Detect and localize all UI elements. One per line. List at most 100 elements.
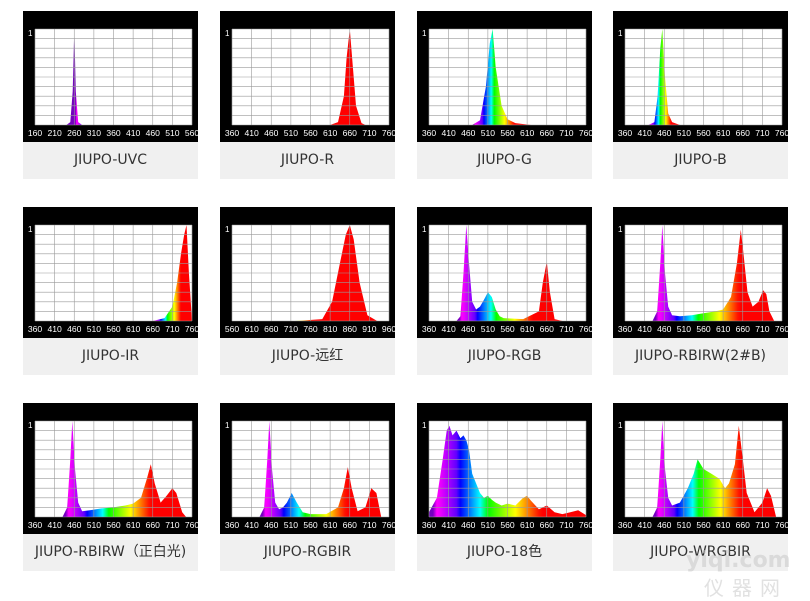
x-tick-label: 610 <box>126 324 141 334</box>
x-tick-label: 510 <box>677 520 692 530</box>
spectrum-plot: 1 360 410 460 510 560 610 660 710 760 <box>417 403 592 534</box>
x-tick-label: 710 <box>755 520 770 530</box>
x-tick-label: 560 <box>500 520 515 530</box>
spectrum-card: 1 360 410 460 510 560 610 660 710 760 JIUPO-RGB <box>417 207 592 375</box>
x-tick-label: 360 <box>618 128 633 138</box>
x-tick-label: 560 <box>303 128 318 138</box>
y-tick-label: 1 <box>225 29 230 38</box>
chart-title: JIUPO-UVC <box>73 152 147 168</box>
x-tick-label: 510 <box>165 128 180 138</box>
x-tick-label: 310 <box>87 128 102 138</box>
chart-title: JIUPO-R <box>280 152 335 168</box>
x-tick-label: 510 <box>481 128 496 138</box>
spectrum-area <box>472 29 531 125</box>
x-tick-label: 460 <box>264 128 279 138</box>
spectrum-plot: 1 360 410 460 510 560 610 660 710 760 <box>23 403 198 534</box>
spectrum-card: 1 360 410 460 510 560 610 660 710 760 JIUPO-RGBIR <box>220 403 395 571</box>
chart-title: JIUPO-18色 <box>466 544 543 560</box>
x-tick-label: 760 <box>185 520 198 530</box>
x-tick-label: 660 <box>736 520 751 530</box>
spectrum-card: 1 360 410 460 510 560 610 660 710 760 JIUPO-18色 <box>417 403 592 571</box>
spectrum-plot: 1 360 410 460 510 560 610 660 710 760 <box>23 207 198 338</box>
spectrum-area <box>294 225 378 321</box>
spectrum-area <box>152 225 192 321</box>
x-tick-label: 760 <box>303 324 318 334</box>
x-tick-label: 760 <box>775 324 788 334</box>
x-tick-label: 610 <box>520 128 535 138</box>
x-tick-label: 560 <box>500 324 515 334</box>
spectrum-card: 1 160 210 260 310 360 410 460 510 560 JIUPO-UVC <box>23 11 198 179</box>
x-tick-label: 810 <box>323 324 338 334</box>
x-tick-label: 760 <box>579 324 592 334</box>
spectrum-card: 1 360 410 460 510 560 610 660 710 760 JIUPO-RBIRW（… <box>23 403 198 571</box>
y-tick-label: 1 <box>618 225 623 234</box>
x-tick-label: 760 <box>775 128 788 138</box>
x-tick-label: 610 <box>323 128 338 138</box>
x-tick-label: 360 <box>422 324 437 334</box>
x-tick-label: 710 <box>284 324 299 334</box>
x-tick-label: 910 <box>362 324 377 334</box>
x-tick-label: 410 <box>47 324 62 334</box>
x-tick-label: 660 <box>343 128 358 138</box>
spectrum-card: 1 360 410 460 510 560 610 660 710 760 JIUPO-G <box>417 11 592 179</box>
x-tick-label: 360 <box>618 324 633 334</box>
x-tick-label: 760 <box>382 128 395 138</box>
x-tick-label: 710 <box>362 128 377 138</box>
x-tick-label: 560 <box>500 128 515 138</box>
chart-title: JIUPO-RGB <box>467 348 542 364</box>
x-tick-label: 410 <box>47 520 62 530</box>
spectrum-plot: 1 360 410 460 510 560 610 660 710 760 <box>613 207 788 338</box>
spectrum-svg: 1 160 210 260 310 360 410 460 510 560 <box>28 28 198 138</box>
chart-title: JIUPO-远红 <box>271 348 344 364</box>
x-tick-label: 960 <box>382 324 395 334</box>
x-tick-label: 510 <box>677 324 692 334</box>
spectrum-plot: 1 160 210 260 310 360 410 460 510 560 <box>23 11 198 142</box>
x-tick-label: 360 <box>106 128 121 138</box>
x-tick-label: 660 <box>540 128 555 138</box>
x-tick-label: 610 <box>244 324 259 334</box>
x-tick-label: 460 <box>67 520 82 530</box>
x-tick-label: 410 <box>637 520 652 530</box>
x-tick-label: 460 <box>264 520 279 530</box>
x-tick-label: 460 <box>67 324 82 334</box>
x-tick-label: 510 <box>284 520 299 530</box>
spectrum-svg: 1 360 410 460 510 560 610 660 710 760 <box>618 28 788 138</box>
x-tick-label: 610 <box>520 324 535 334</box>
spectrum-area <box>652 421 777 517</box>
x-tick-label: 760 <box>382 520 395 530</box>
x-tick-label: 360 <box>28 520 43 530</box>
x-tick-label: 410 <box>441 324 456 334</box>
x-tick-label: 610 <box>323 520 338 530</box>
x-tick-label: 760 <box>775 520 788 530</box>
spectrum-svg: 1 360 410 460 510 560 610 660 710 760 <box>618 224 788 334</box>
x-tick-label: 560 <box>106 520 121 530</box>
x-tick-label: 660 <box>540 324 555 334</box>
x-tick-label: 360 <box>225 520 240 530</box>
x-tick-label: 210 <box>47 128 62 138</box>
y-tick-label: 1 <box>225 421 230 430</box>
x-tick-label: 860 <box>343 324 358 334</box>
spectrum-card: 1 560 610 660 710 760 810 860 910 960 JIUPO-远红 <box>220 207 395 375</box>
y-tick-label: 1 <box>618 29 623 38</box>
x-tick-label: 560 <box>696 520 711 530</box>
spectrum-card: 1 360 410 460 510 560 610 660 710 760 JIUPO-R <box>220 11 395 179</box>
x-tick-label: 560 <box>696 324 711 334</box>
chart-title: JIUPO-B <box>674 152 727 168</box>
spectrum-svg: 1 360 410 460 510 560 610 660 710 760 <box>618 420 788 530</box>
chart-title: JIUPO-RBIRW(2#B) <box>634 348 767 364</box>
x-tick-label: 660 <box>736 324 751 334</box>
x-tick-label: 410 <box>244 128 259 138</box>
x-tick-label: 510 <box>87 520 102 530</box>
x-tick-label: 460 <box>461 128 476 138</box>
x-tick-label: 560 <box>106 324 121 334</box>
spectrum-card: 1 360 410 460 510 560 610 660 710 760 JIUPO-B <box>613 11 788 179</box>
spectrum-svg: 1 360 410 460 510 560 610 660 710 760 <box>28 224 198 334</box>
x-tick-label: 360 <box>618 520 633 530</box>
spectrum-svg: 1 360 410 460 510 560 610 660 710 760 <box>422 420 592 530</box>
y-tick-label: 1 <box>225 225 230 234</box>
spectrum-plot: 1 560 610 660 710 760 810 860 910 960 <box>220 207 395 338</box>
x-tick-label: 660 <box>146 324 161 334</box>
x-tick-label: 460 <box>657 520 672 530</box>
x-tick-label: 410 <box>441 520 456 530</box>
x-tick-label: 710 <box>755 324 770 334</box>
